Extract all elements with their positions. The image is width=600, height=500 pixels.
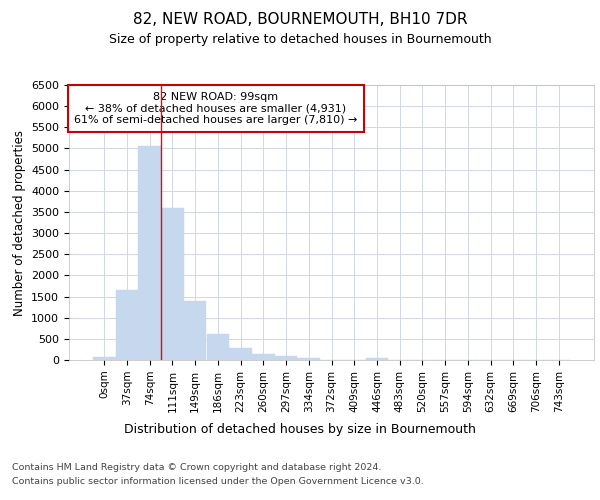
- Bar: [252, 354, 275, 360]
- Text: 82, NEW ROAD, BOURNEMOUTH, BH10 7DR: 82, NEW ROAD, BOURNEMOUTH, BH10 7DR: [133, 12, 467, 28]
- Bar: [184, 301, 206, 360]
- Bar: [365, 358, 388, 360]
- Bar: [206, 334, 229, 360]
- Bar: [116, 290, 139, 360]
- Y-axis label: Number of detached properties: Number of detached properties: [13, 130, 26, 316]
- Bar: [139, 146, 161, 360]
- Bar: [229, 348, 252, 360]
- Bar: [298, 358, 320, 360]
- Bar: [161, 208, 184, 360]
- Text: Contains HM Land Registry data © Crown copyright and database right 2024.: Contains HM Land Registry data © Crown c…: [12, 462, 382, 471]
- Text: Distribution of detached houses by size in Bournemouth: Distribution of detached houses by size …: [124, 422, 476, 436]
- Text: 82 NEW ROAD: 99sqm
← 38% of detached houses are smaller (4,931)
61% of semi-deta: 82 NEW ROAD: 99sqm ← 38% of detached hou…: [74, 92, 358, 125]
- Bar: [93, 357, 116, 360]
- Text: Size of property relative to detached houses in Bournemouth: Size of property relative to detached ho…: [109, 32, 491, 46]
- Bar: [275, 356, 298, 360]
- Text: Contains public sector information licensed under the Open Government Licence v3: Contains public sector information licen…: [12, 478, 424, 486]
